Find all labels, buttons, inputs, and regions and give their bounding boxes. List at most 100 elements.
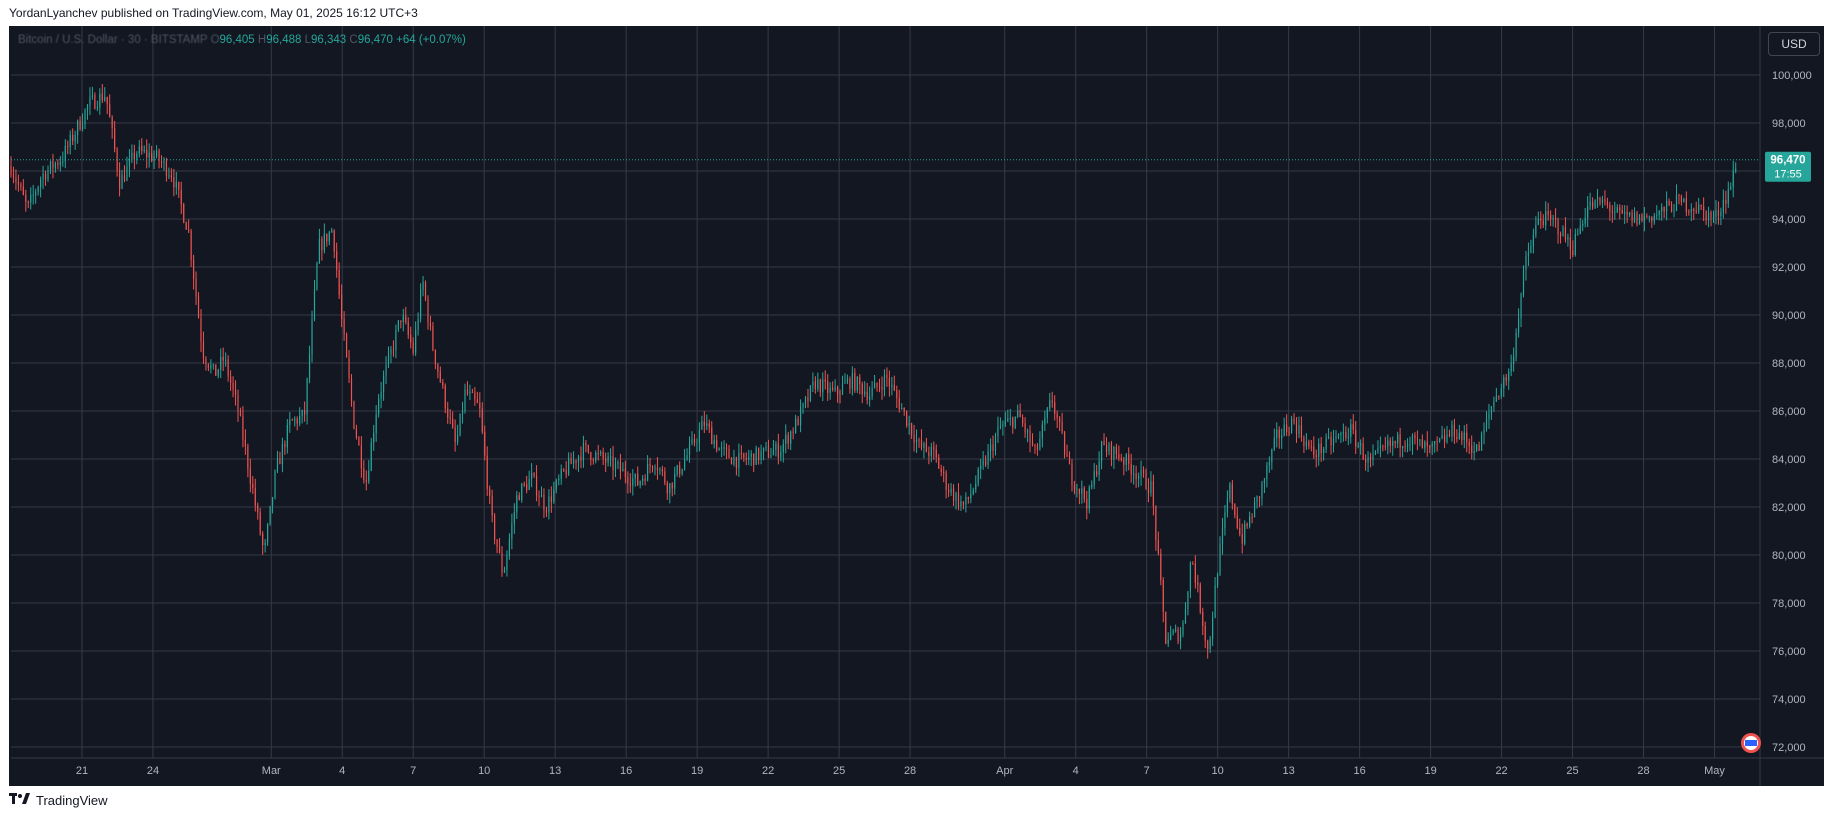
candle-body xyxy=(728,449,730,459)
candle-body xyxy=(1140,469,1142,477)
candle-body xyxy=(385,364,387,376)
candle-body xyxy=(1286,424,1288,433)
candle-body xyxy=(128,158,131,167)
candle-body xyxy=(360,445,362,469)
candle-body xyxy=(1219,544,1221,575)
candle-body xyxy=(207,363,209,369)
candle-body xyxy=(1253,501,1256,518)
candle-body xyxy=(195,278,197,297)
candle-body xyxy=(1374,451,1377,455)
candle-body xyxy=(1552,218,1554,220)
candle-body xyxy=(1621,209,1623,214)
candle-body xyxy=(1325,437,1327,449)
candle-body xyxy=(464,389,466,411)
candle-body xyxy=(888,377,890,387)
candle-body xyxy=(1703,206,1705,211)
candle-body xyxy=(928,451,930,457)
candle-body xyxy=(1411,434,1414,445)
candle-body xyxy=(106,96,108,105)
candle-body xyxy=(945,472,947,490)
candle-body xyxy=(205,358,207,364)
candle-body xyxy=(244,439,247,447)
candle-body xyxy=(1653,215,1655,222)
x-tick-label: 24 xyxy=(147,765,159,777)
candle-body xyxy=(637,474,639,486)
currency-button[interactable]: USD xyxy=(1768,32,1820,56)
candle-body xyxy=(859,376,861,385)
candle-body xyxy=(249,468,251,484)
candle-body xyxy=(526,484,528,490)
candle-body xyxy=(528,478,530,490)
candle-body xyxy=(688,443,691,456)
candle-body xyxy=(471,392,474,394)
candle-body xyxy=(1510,363,1512,372)
candle-body xyxy=(1068,456,1071,464)
candle-body xyxy=(1636,212,1638,225)
candle-body xyxy=(1656,215,1658,217)
candle-body xyxy=(975,483,977,490)
candle-body xyxy=(1550,214,1552,219)
candle-body xyxy=(1310,446,1312,448)
candle-body xyxy=(1251,516,1253,518)
candle-body xyxy=(1658,211,1660,216)
candle-body xyxy=(649,464,651,467)
candle-body xyxy=(1034,444,1036,446)
candle-body xyxy=(1041,424,1043,439)
earnings-flag-icon[interactable] xyxy=(1741,733,1761,753)
candle-body xyxy=(160,161,163,163)
candle-body xyxy=(1387,440,1389,447)
candle-body xyxy=(1673,210,1675,212)
candle-body xyxy=(1026,430,1029,433)
candle-body xyxy=(1088,487,1090,509)
candle-body xyxy=(296,418,298,424)
candle-body xyxy=(168,175,170,177)
candle-body xyxy=(375,414,377,434)
x-tick-label: 22 xyxy=(1495,765,1507,777)
candle-body xyxy=(989,444,992,451)
candle-body xyxy=(1661,207,1663,212)
candle-body xyxy=(967,497,969,499)
candle-body xyxy=(1577,234,1579,236)
candle-body xyxy=(957,492,960,506)
candle-body xyxy=(1179,634,1182,642)
candle-body xyxy=(30,194,32,203)
candle-body xyxy=(1596,197,1599,201)
candle-body xyxy=(533,472,535,476)
candle-body xyxy=(259,512,261,534)
candle-body xyxy=(762,447,765,452)
candle-body xyxy=(1189,563,1192,592)
candle-body xyxy=(1155,506,1157,541)
candle-body xyxy=(1562,227,1564,237)
candle-body xyxy=(1513,356,1515,364)
candle-body xyxy=(568,458,570,475)
candle-body xyxy=(229,376,232,384)
candle-body xyxy=(987,450,989,465)
footer-brand[interactable]: TradingView xyxy=(9,793,108,808)
candle-body xyxy=(355,428,358,438)
candle-body xyxy=(1022,417,1024,424)
candle-body xyxy=(558,478,560,481)
candle-body xyxy=(1364,459,1367,463)
candle-body xyxy=(1500,388,1502,397)
candle-body xyxy=(654,467,656,469)
candle-body xyxy=(1177,629,1179,642)
candle-body xyxy=(676,465,678,475)
candle-body xyxy=(126,166,128,181)
chart-frame[interactable] xyxy=(9,26,1824,786)
candle-body xyxy=(669,483,671,494)
candle-body xyxy=(1337,435,1340,437)
candle-body xyxy=(1046,408,1048,419)
candle-body xyxy=(1160,553,1162,581)
candle-body xyxy=(634,474,636,479)
candle-body xyxy=(311,319,313,355)
candle-body xyxy=(1426,441,1428,447)
candle-body xyxy=(1024,423,1026,433)
candle-body xyxy=(434,349,436,365)
candle-body xyxy=(1540,218,1542,221)
candle-body xyxy=(1216,574,1219,586)
candle-body xyxy=(1503,377,1505,389)
candle-body xyxy=(1626,212,1628,215)
candle-body xyxy=(10,166,12,175)
candle-body xyxy=(380,391,382,399)
